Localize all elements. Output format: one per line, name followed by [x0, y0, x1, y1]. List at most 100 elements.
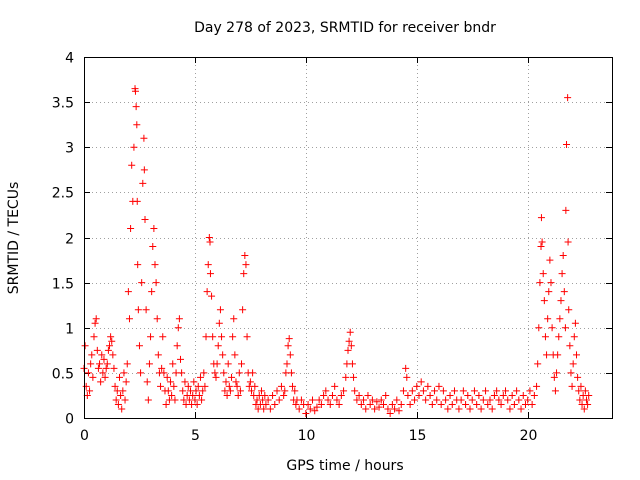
data-point: [289, 382, 297, 390]
data-point: [331, 382, 339, 390]
data-point: [585, 391, 593, 399]
data-point: [93, 346, 101, 354]
data-point: [559, 252, 567, 260]
data-point: [422, 396, 430, 404]
data-point: [564, 94, 572, 102]
data-point: [355, 391, 363, 399]
data-point: [143, 378, 151, 386]
data-point: [404, 391, 412, 399]
data-point: [181, 378, 189, 386]
data-point: [388, 400, 396, 408]
data-point: [497, 400, 505, 408]
data-point: [240, 270, 248, 278]
data-point: [246, 378, 254, 386]
data-point: [218, 333, 226, 341]
data-point: [315, 396, 323, 404]
data-point: [179, 387, 187, 395]
data-point: [223, 391, 231, 399]
data-point: [158, 364, 166, 372]
data-point: [150, 224, 158, 232]
x-tick-label: 10: [298, 428, 316, 444]
data-point: [584, 400, 592, 408]
data-point: [462, 400, 470, 408]
data-point: [347, 342, 355, 350]
data-point: [262, 400, 270, 408]
data-point: [499, 391, 507, 399]
data-point: [580, 405, 588, 413]
data-point: [490, 391, 498, 399]
data-point: [128, 161, 136, 169]
data-point: [241, 252, 249, 260]
data-point: [402, 364, 410, 372]
data-point: [234, 391, 242, 399]
data-point: [137, 369, 145, 377]
y-axis-label: SRMTID / TECUs: [6, 182, 22, 295]
data-point: [277, 382, 285, 390]
data-point: [468, 396, 476, 404]
data-point: [524, 396, 532, 404]
data-point: [391, 405, 399, 413]
data-point: [200, 369, 208, 377]
data-point: [173, 342, 181, 350]
data-point: [457, 396, 465, 404]
data-point: [251, 382, 259, 390]
data-point: [557, 297, 565, 305]
data-point: [94, 364, 102, 372]
data-point: [266, 405, 274, 413]
data-point: [546, 256, 554, 264]
data-point: [81, 342, 89, 350]
data-point: [225, 382, 233, 390]
data-point: [257, 387, 265, 395]
data-point: [502, 387, 510, 395]
data-point: [548, 324, 556, 332]
data-point: [178, 369, 186, 377]
data-point: [291, 387, 299, 395]
data-point: [147, 333, 155, 341]
data-point: [124, 288, 132, 296]
data-point: [174, 324, 182, 332]
data-point: [84, 369, 92, 377]
data-point: [199, 387, 207, 395]
data-point: [555, 333, 563, 341]
data-point: [121, 396, 129, 404]
data-point: [575, 387, 583, 395]
y-tick-label: 1.5: [52, 277, 74, 293]
data-point: [309, 396, 317, 404]
data-point: [138, 279, 146, 287]
data-point: [368, 396, 376, 404]
data-point: [157, 382, 165, 390]
data-point: [571, 319, 579, 327]
data-point: [554, 351, 562, 359]
data-point: [89, 373, 97, 381]
data-point: [582, 396, 590, 404]
data-point: [261, 391, 269, 399]
data-point: [435, 382, 443, 390]
x-tick-label: 20: [520, 428, 538, 444]
data-point: [371, 405, 379, 413]
data-point: [344, 346, 352, 354]
data-point: [235, 369, 243, 377]
data-point: [98, 351, 106, 359]
data-point: [208, 292, 216, 300]
data-point: [160, 369, 168, 377]
data-point: [96, 360, 104, 368]
data-point: [486, 396, 494, 404]
data-point: [171, 396, 179, 404]
data-point: [475, 391, 483, 399]
data-point: [110, 364, 118, 372]
data-point: [333, 396, 341, 404]
data-point: [132, 103, 140, 111]
data-point: [345, 337, 353, 345]
data-point: [521, 400, 529, 408]
data-point: [122, 378, 130, 386]
data-point: [280, 391, 288, 399]
data-point: [573, 351, 581, 359]
data-point: [335, 400, 343, 408]
data-point: [574, 373, 582, 381]
data-point: [295, 405, 303, 413]
data-point: [152, 279, 160, 287]
data-point: [576, 396, 584, 404]
data-point: [565, 306, 573, 314]
data-point: [271, 400, 279, 408]
data-point: [357, 400, 365, 408]
